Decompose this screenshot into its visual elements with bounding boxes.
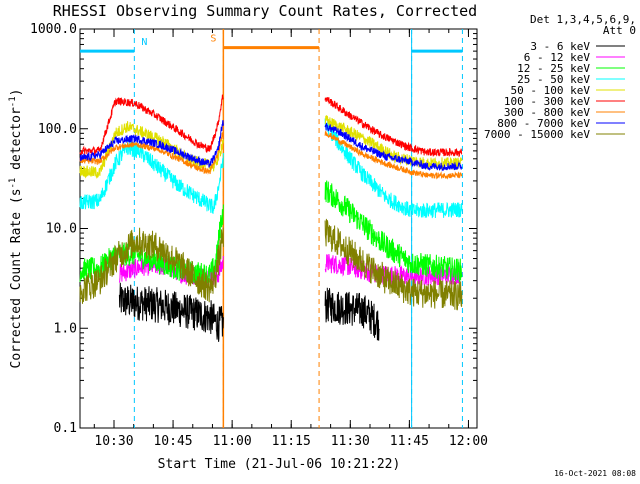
y-axis-label: Corrected Count Rate (s-1 detector-1) bbox=[8, 89, 24, 369]
x-tick-label: 11:30 bbox=[331, 434, 370, 449]
legend-label: 3 - 6 keV bbox=[530, 40, 590, 53]
x-tick-label: 12:00 bbox=[449, 434, 488, 449]
x-tick-label: 10:30 bbox=[94, 434, 133, 449]
legend-header: Att 0 bbox=[603, 24, 636, 37]
flag-label: S bbox=[210, 34, 216, 45]
y-axis-label-part: ) bbox=[9, 89, 24, 97]
y-tick-label: 1.0 bbox=[54, 321, 77, 336]
legend-label: 7000 - 15000 keV bbox=[484, 128, 590, 141]
y-tick-label: 1000.0 bbox=[30, 22, 77, 37]
y-axis-label-part: -1 bbox=[8, 96, 18, 107]
x-tick-label: 11:45 bbox=[390, 434, 429, 449]
y-tick-label: 0.1 bbox=[54, 421, 77, 436]
y-tick-label: 100.0 bbox=[38, 122, 77, 137]
legend-label: 12 - 25 keV bbox=[517, 62, 590, 75]
footer-date: 16-Oct-2021 08:08 bbox=[554, 469, 636, 478]
series-line bbox=[79, 118, 463, 219]
legend-label: 800 - 7000 keV bbox=[497, 117, 590, 130]
series-line bbox=[79, 218, 463, 311]
y-axis-label-part: -1 bbox=[8, 178, 18, 189]
legend-header: Det 1,3,4,5,6,9, bbox=[530, 13, 636, 26]
legend-label: 25 - 50 keV bbox=[517, 73, 590, 86]
legend-label: 6 - 12 keV bbox=[524, 51, 591, 64]
legend-label: 100 - 300 keV bbox=[504, 95, 590, 108]
x-tick-label: 10:45 bbox=[153, 434, 192, 449]
x-tick-label: 11:00 bbox=[213, 434, 252, 449]
plot-area: 0.1 1.0 10.0 100.0 1000.0 10:30 10:45 11:00 11:1… bbox=[8, 22, 488, 449]
legend-label: 300 - 800 keV bbox=[504, 106, 590, 119]
series-line bbox=[79, 94, 463, 157]
y-tick-label: 10.0 bbox=[46, 222, 77, 237]
legend-label: 50 - 100 keV bbox=[511, 84, 591, 97]
chart-title: RHESSI Observing Summary Count Rates, Co… bbox=[53, 2, 477, 20]
series-line bbox=[118, 282, 380, 342]
y-axis-label-part: Corrected Count Rate (s bbox=[9, 188, 24, 368]
series-line bbox=[79, 119, 463, 172]
y-axis-label-part: detector bbox=[9, 107, 24, 178]
series-line bbox=[79, 130, 463, 180]
x-tick-label: 11:15 bbox=[272, 434, 311, 449]
flag-label: N bbox=[141, 37, 147, 48]
x-axis-label: Start Time (21-Jul-06 10:21:22) bbox=[158, 457, 401, 472]
